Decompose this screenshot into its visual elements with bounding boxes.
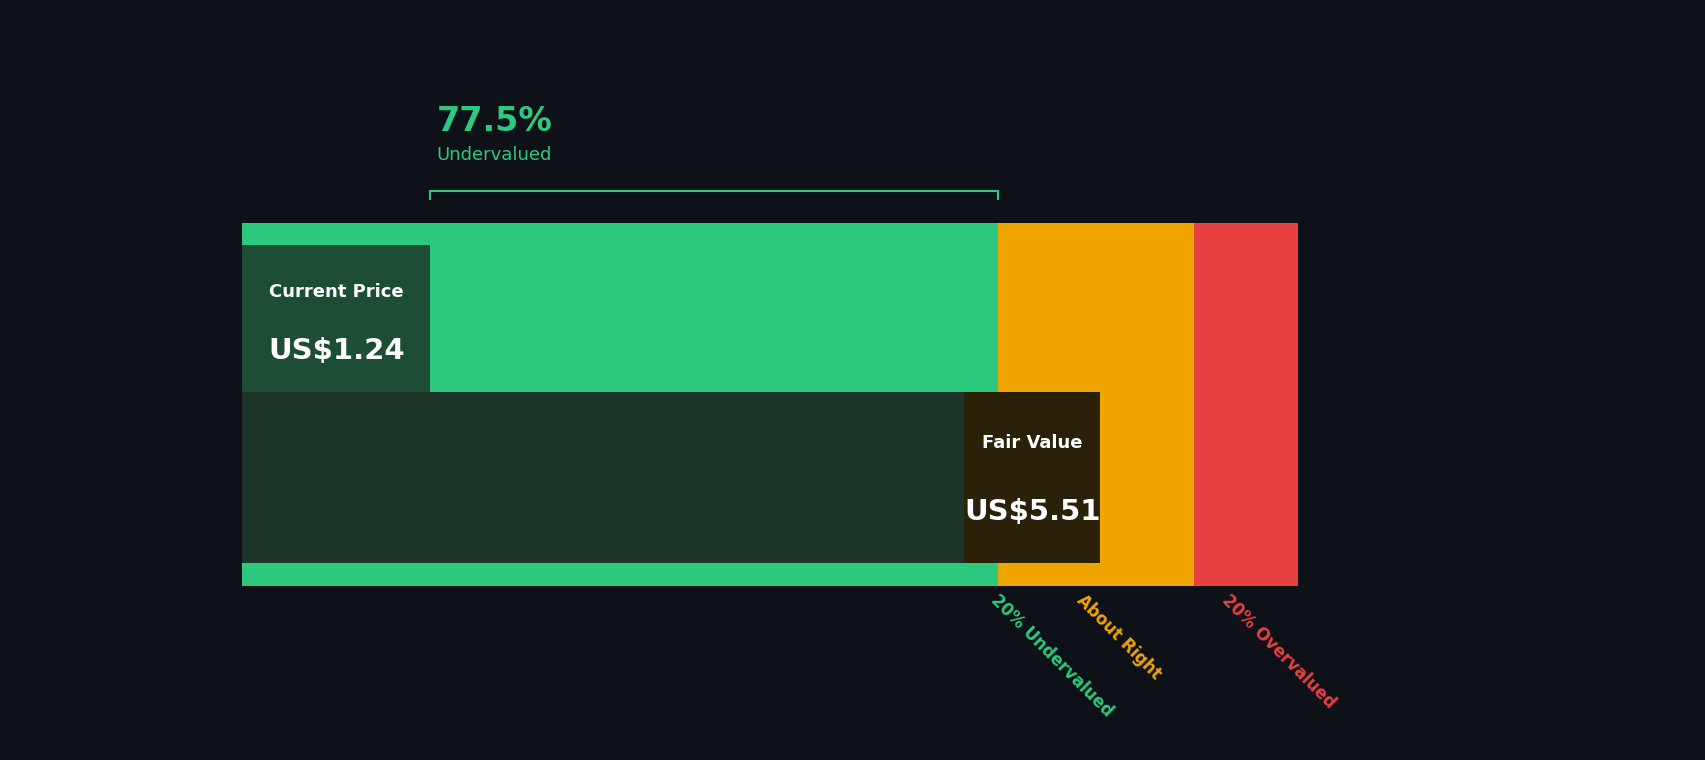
Bar: [242, 245, 997, 391]
Text: US$1.24: US$1.24: [268, 337, 404, 365]
Text: Undervalued: Undervalued: [436, 147, 552, 164]
Bar: [997, 391, 1194, 563]
Bar: [997, 563, 1194, 586]
Bar: [1194, 391, 1298, 563]
Text: About Right: About Right: [1072, 591, 1165, 683]
Bar: [997, 223, 1194, 245]
Bar: [242, 245, 430, 391]
Text: 77.5%: 77.5%: [436, 105, 552, 138]
Bar: [1194, 245, 1298, 391]
Text: US$5.51: US$5.51: [963, 498, 1100, 526]
Bar: [1194, 563, 1298, 586]
Text: 20% Undervalued: 20% Undervalued: [987, 591, 1117, 720]
Bar: [963, 391, 1100, 563]
Bar: [997, 245, 1194, 391]
Bar: [242, 223, 997, 245]
Text: 20% Overvalued: 20% Overvalued: [1217, 591, 1338, 712]
Bar: [242, 391, 997, 563]
Bar: [1194, 223, 1298, 245]
Text: Current Price: Current Price: [269, 283, 404, 301]
Text: Fair Value: Fair Value: [982, 434, 1081, 452]
Bar: [242, 563, 997, 586]
